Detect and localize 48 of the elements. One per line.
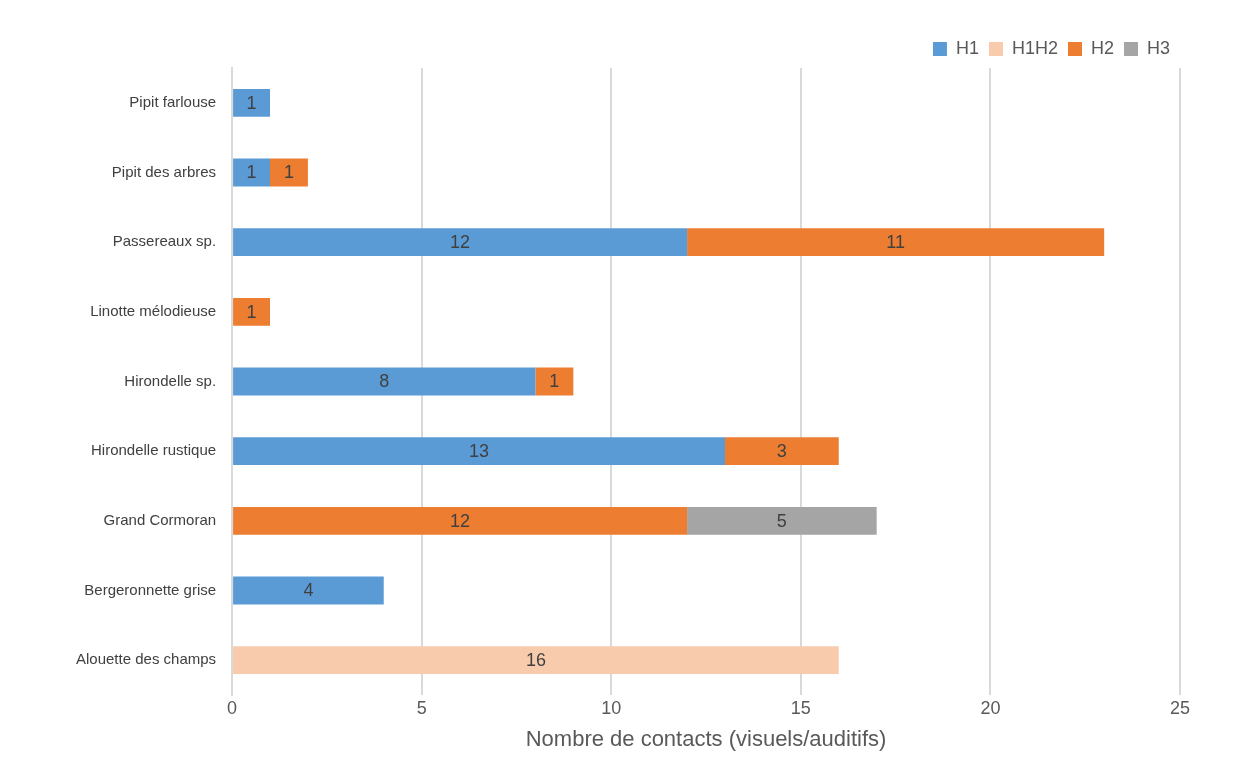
x-tick-label: 5 (416, 697, 427, 718)
bar (233, 158, 270, 187)
legend-label: H3 (1146, 37, 1171, 58)
bar (535, 367, 574, 396)
data-label: 4 (303, 580, 314, 601)
x-tick-label: 20 (980, 697, 1001, 718)
bar (233, 576, 384, 605)
data-label: 8 (379, 371, 390, 392)
y-tick-label: Hirondelle rustique (91, 441, 217, 459)
y-tick-label: Alouette des champs (75, 650, 217, 668)
bar (687, 228, 1105, 257)
y-tick-label: Bergeronnette grise (84, 580, 217, 598)
bar (725, 437, 839, 466)
x-tick-label: 15 (790, 697, 811, 718)
data-label: 3 (776, 441, 787, 462)
legend-label: H1 (955, 37, 979, 58)
data-label: 1 (283, 162, 294, 183)
bar (233, 297, 270, 326)
bar (233, 646, 839, 675)
x-tick-label: 10 (601, 697, 622, 718)
bar (233, 367, 536, 396)
y-tick-label: Passereaux sp. (112, 232, 217, 250)
bar (233, 88, 270, 117)
y-tick-label: Hirondelle sp. (124, 371, 217, 389)
legend-label: H1H2 (1011, 37, 1058, 58)
data-label: 16 (525, 650, 546, 671)
bar (270, 158, 308, 187)
data-label: 5 (776, 510, 787, 531)
y-tick-label: Pipit farlouse (129, 92, 217, 110)
data-label: 1 (246, 301, 257, 322)
bar (233, 437, 725, 466)
bar (233, 228, 688, 257)
legend-label: H2 (1090, 37, 1114, 58)
data-label: 1 (246, 92, 257, 113)
bar (233, 506, 688, 535)
data-label: 1 (246, 162, 257, 183)
bar (687, 506, 877, 535)
data-label: 13 (469, 441, 490, 462)
data-label: 11 (886, 232, 905, 253)
x-tick-label: 25 (1169, 697, 1191, 718)
y-tick-label: Pipit des arbres (111, 162, 217, 180)
y-tick-label: Linotte mélodieuse (90, 301, 217, 319)
data-label: 12 (450, 510, 471, 531)
y-tick-label: Grand Cormoran (103, 510, 217, 528)
data-label: 12 (450, 232, 471, 253)
data-label: 1 (549, 371, 560, 392)
x-tick-label: 0 (227, 697, 238, 718)
x-axis-title: Nombre de contacts (visuels/auditifs) (525, 725, 887, 751)
